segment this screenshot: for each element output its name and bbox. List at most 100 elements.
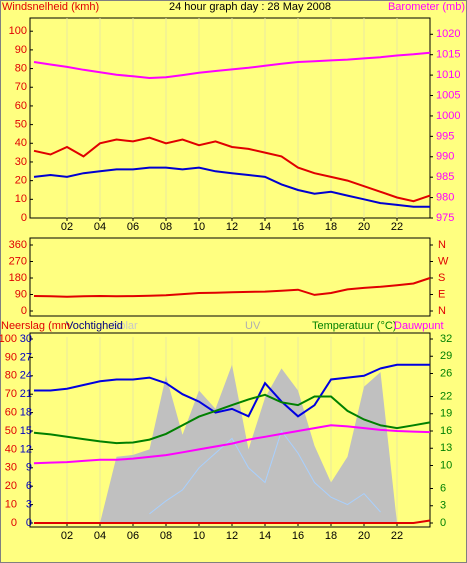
y2-tick-label: S (438, 272, 445, 284)
y3-tick-label: 27 (20, 351, 32, 363)
y2-tick-label: 16 (440, 425, 452, 437)
y2-tick-label: 22 (440, 390, 452, 402)
x-tick-label: 08 (160, 221, 172, 233)
y2-tick-label: 32 (440, 333, 452, 345)
y2-axis-title: Barometer (mb) (388, 1, 465, 13)
y-tick-label: 100 (0, 333, 17, 345)
y3-tick-label: 12 (20, 443, 32, 455)
y2-tick-label: 975 (436, 212, 454, 224)
x-tick-label: 16 (292, 221, 304, 233)
y2-tick-label: 3 (440, 500, 446, 512)
y-tick-label: 90 (15, 288, 27, 300)
y-tick-label: 100 (9, 25, 27, 37)
y-tick-label: 0 (21, 305, 27, 317)
y2-tick-label: 29 (440, 350, 452, 362)
legend-label: Neerslag (mm (1, 320, 70, 332)
x-tick-label: 10 (193, 221, 205, 233)
y-axis-title: Windsnelheid (kmh) (2, 1, 99, 13)
y-tick-label: 50 (15, 119, 27, 131)
y2-tick-label: 980 (436, 191, 454, 203)
series-line (33, 136, 431, 203)
series-line (33, 277, 431, 298)
legend-label: Temperatuur (°C) (312, 320, 396, 332)
x-tick-label: 18 (325, 221, 337, 233)
y2-tick-label: E (438, 288, 445, 300)
y-tick-label: 80 (5, 370, 17, 382)
x-tick-label: 12 (226, 221, 238, 233)
y-tick-label: 60 (5, 407, 17, 419)
legend-label: Vochtigheid (66, 320, 123, 332)
legend-label: Solar (112, 320, 138, 332)
y-tick-label: 60 (15, 100, 27, 112)
y-tick-label: 30 (5, 462, 17, 474)
y2-tick-label: N (438, 239, 446, 251)
x-tick-label: 02 (61, 221, 73, 233)
y-tick-label: 80 (15, 62, 27, 74)
x-tick-label: 22 (391, 530, 403, 542)
y3-tick-label: 21 (20, 388, 32, 400)
x-tick-label: 16 (292, 530, 304, 542)
x-tick-label: 18 (325, 530, 337, 542)
y3-tick-label: 0 (26, 517, 32, 529)
y-tick-label: 50 (5, 425, 17, 437)
y2-tick-label: 6 (440, 482, 446, 494)
y2-tick-label: 1015 (436, 49, 460, 61)
series-line (33, 424, 431, 465)
panel-frame (29, 237, 431, 317)
y2-tick-label: 985 (436, 171, 454, 183)
y2-tick-label: 1005 (436, 89, 460, 101)
x-tick-label: 10 (193, 530, 205, 542)
y3-tick-label: 30 (20, 333, 32, 345)
y2-tick-label: 0 (440, 517, 446, 529)
x-tick-label: 14 (259, 221, 271, 233)
panel-frame (29, 332, 431, 528)
y-tick-label: 0 (11, 517, 17, 529)
y-tick-label: 90 (5, 351, 17, 363)
y3-tick-label: 24 (20, 370, 32, 382)
y-tick-label: 360 (9, 239, 27, 251)
legend-label: UV (245, 320, 261, 332)
x-tick-label: 08 (160, 530, 172, 542)
y-tick-label: 180 (9, 272, 27, 284)
y2-tick-label: 13 (440, 442, 452, 454)
y2-tick-label: 990 (436, 151, 454, 163)
series-line (33, 51, 431, 80)
x-tick-label: 06 (127, 221, 139, 233)
legend-label: Dauwpunt (394, 320, 444, 332)
y-tick-label: 30 (15, 156, 27, 168)
y3-tick-label: 15 (20, 425, 32, 437)
y2-tick-label: 10 (440, 459, 452, 471)
y3-tick-label: 6 (26, 480, 32, 492)
y3-tick-label: 3 (26, 499, 32, 511)
series-line (33, 166, 430, 208)
series-line (34, 363, 430, 418)
y-tick-label: 70 (15, 81, 27, 93)
y2-tick-label: 995 (436, 130, 454, 142)
y-tick-label: 40 (15, 137, 27, 149)
x-tick-label: 14 (259, 530, 271, 542)
y2-tick-label: N (438, 305, 446, 317)
x-tick-label: 20 (358, 530, 370, 542)
y3-tick-label: 9 (26, 462, 32, 474)
y-tick-label: 20 (15, 175, 27, 187)
y-tick-label: 270 (9, 255, 27, 267)
y2-tick-label: 1000 (436, 110, 460, 122)
chart-title: 24 hour graph day : 28 May 2008 (169, 1, 331, 13)
y2-tick-label: 26 (440, 367, 452, 379)
x-tick-label: 04 (94, 530, 106, 542)
series-line (33, 393, 431, 445)
y2-tick-label: 1020 (436, 28, 460, 40)
series-line (149, 429, 381, 515)
x-tick-label: 04 (94, 221, 106, 233)
x-tick-label: 12 (226, 530, 238, 542)
y2-tick-label: 19 (440, 408, 452, 420)
y-tick-label: 40 (5, 443, 17, 455)
y-tick-label: 10 (5, 499, 17, 511)
y-tick-label: 0 (21, 212, 27, 224)
x-tick-label: 06 (127, 530, 139, 542)
x-tick-label: 22 (391, 221, 403, 233)
x-tick-label: 02 (61, 530, 73, 542)
x-tick-label: 20 (358, 221, 370, 233)
y3-tick-label: 18 (20, 407, 32, 419)
